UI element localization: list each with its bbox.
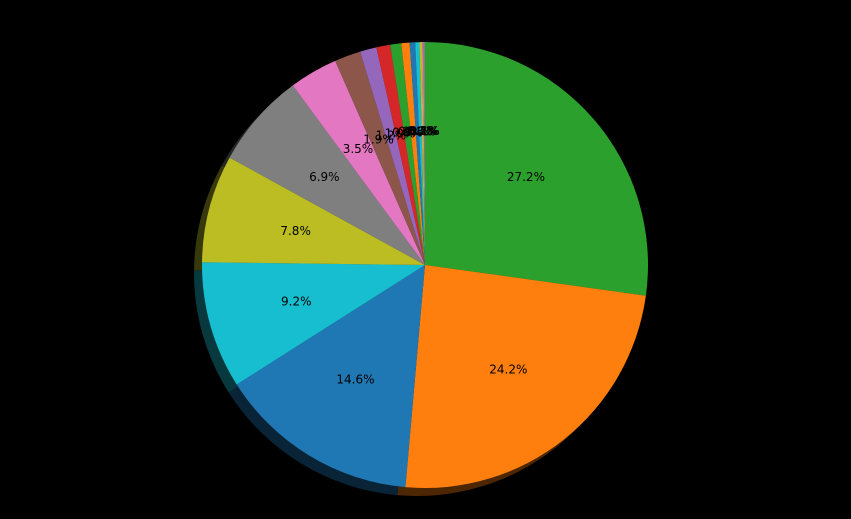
pct-label: 0.3% [405,124,436,138]
pie-slice [202,157,425,265]
pie-slice [360,47,425,266]
pie-slice [409,42,425,266]
pct-label: 0.1% [408,124,439,138]
pie-slice [335,51,425,265]
pct-label: 1.0% [385,127,416,141]
pie-slice [419,42,425,265]
pct-label: 0.6% [398,125,429,139]
pct-label: 24.2% [489,363,527,377]
pct-label: 14.6% [336,372,374,386]
pct-label: 0.8% [392,125,423,139]
pie-slice [422,42,425,266]
pct-label: 27.2% [507,170,545,184]
pie-slice [202,262,425,385]
pie-slice [390,43,425,266]
pie-slice [405,265,646,488]
pie-slice [292,60,425,266]
pie-slice [425,42,649,296]
pie-slice [415,42,425,265]
pct-label: 0.2% [407,124,438,138]
pie-slice [401,42,425,265]
pct-label: 1.2% [376,129,407,143]
pct-label: 9.2% [281,295,312,309]
pct-label: 3.5% [343,142,374,156]
pie-slice [236,265,425,488]
pct-label: 6.9% [309,170,340,184]
pie-slice [229,85,425,265]
pie-wedge-layer [202,42,649,488]
pct-label: 0.4% [402,124,433,138]
pct-label: 1.9% [363,133,394,147]
pie-slice [376,44,425,265]
pct-label: 0.1% [409,124,440,138]
pie-label-layer: 27.2% 24.2% 14.6% 9.2% 7.8% 6.9%3.5%1.9%1.2%1… [280,124,545,386]
pct-label: 7.8% [280,224,311,238]
pie-slice [423,42,425,265]
